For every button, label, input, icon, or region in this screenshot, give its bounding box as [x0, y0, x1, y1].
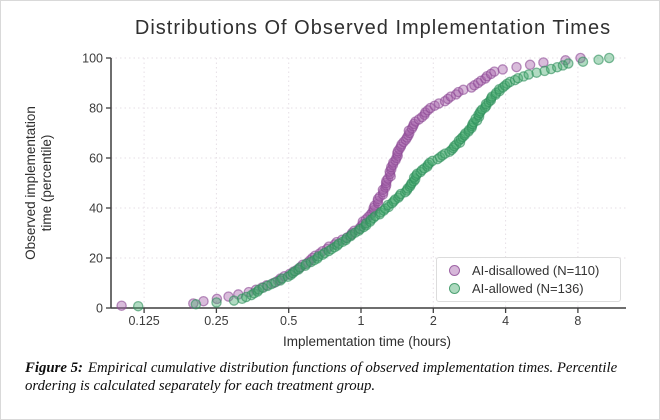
data-point [511, 61, 522, 73]
x-axis-label: Implementation time (hours) [283, 334, 451, 349]
data-point [276, 273, 288, 284]
data-point [551, 61, 563, 73]
data-point [211, 293, 223, 305]
y-tick-label: 40 [89, 202, 103, 216]
data-point [603, 52, 615, 64]
x-tick-label: 0.125 [128, 314, 159, 328]
y-tick-label: 20 [89, 252, 103, 266]
x-tick-label: 8 [574, 314, 581, 328]
legend-label-ai-allowed: AI-allowed (N=136) [472, 281, 584, 296]
y-tick-label: 60 [89, 152, 103, 166]
x-tick-label: 2 [430, 314, 437, 328]
axis-ticks [106, 57, 579, 313]
data-point [190, 299, 202, 310]
data-point [524, 59, 536, 71]
y-tick-label: 0 [96, 302, 103, 316]
x-tick-label: 1 [358, 314, 365, 328]
x-tick-label: 4 [502, 314, 509, 328]
data-point [523, 69, 534, 80]
data-point [577, 56, 589, 67]
legend-item-ai-disallowed: AI-disallowed (N=110) [445, 263, 614, 278]
data-point [445, 91, 457, 102]
data-point [433, 98, 445, 109]
legend-label-ai-disallowed: AI-disallowed (N=110) [472, 263, 600, 278]
figure-caption-label: Figure 5: [25, 360, 83, 376]
legend-item-ai-allowed: AI-allowed (N=136) [445, 281, 614, 296]
figure-caption: Figure 5: Empirical cumulative distributi… [25, 359, 647, 396]
data-point [545, 63, 557, 75]
data-point [538, 57, 549, 68]
data-point [211, 297, 222, 308]
data-point [228, 295, 240, 306]
y-axis-label-line2: time (percentile) [39, 135, 54, 232]
x-tick-label: 0.25 [204, 314, 228, 328]
x-tick-label: 0.5 [280, 314, 297, 328]
data-point [453, 86, 464, 98]
legend: AI-disallowed (N=110) AI-allowed (N=136) [436, 257, 621, 302]
y-tick-label: 80 [89, 102, 103, 116]
data-point [512, 72, 524, 84]
data-point [132, 300, 144, 312]
scatter-points [116, 52, 615, 312]
data-point [497, 64, 508, 75]
chart-title: Distributions Of Observed Implementation… [135, 17, 611, 39]
data-point [116, 300, 127, 311]
axis-spines [110, 58, 626, 309]
y-tick-label: 100 [82, 52, 103, 66]
figure-caption-text: Empirical cumulative distribution functi… [25, 360, 618, 395]
ai-disallowed-marker-icon [449, 265, 460, 276]
data-point [531, 67, 542, 78]
y-axis-label-line1: Observed implementation [23, 106, 38, 260]
data-point [593, 54, 604, 66]
data-point [563, 58, 574, 69]
ai-allowed-marker-icon [449, 283, 460, 294]
